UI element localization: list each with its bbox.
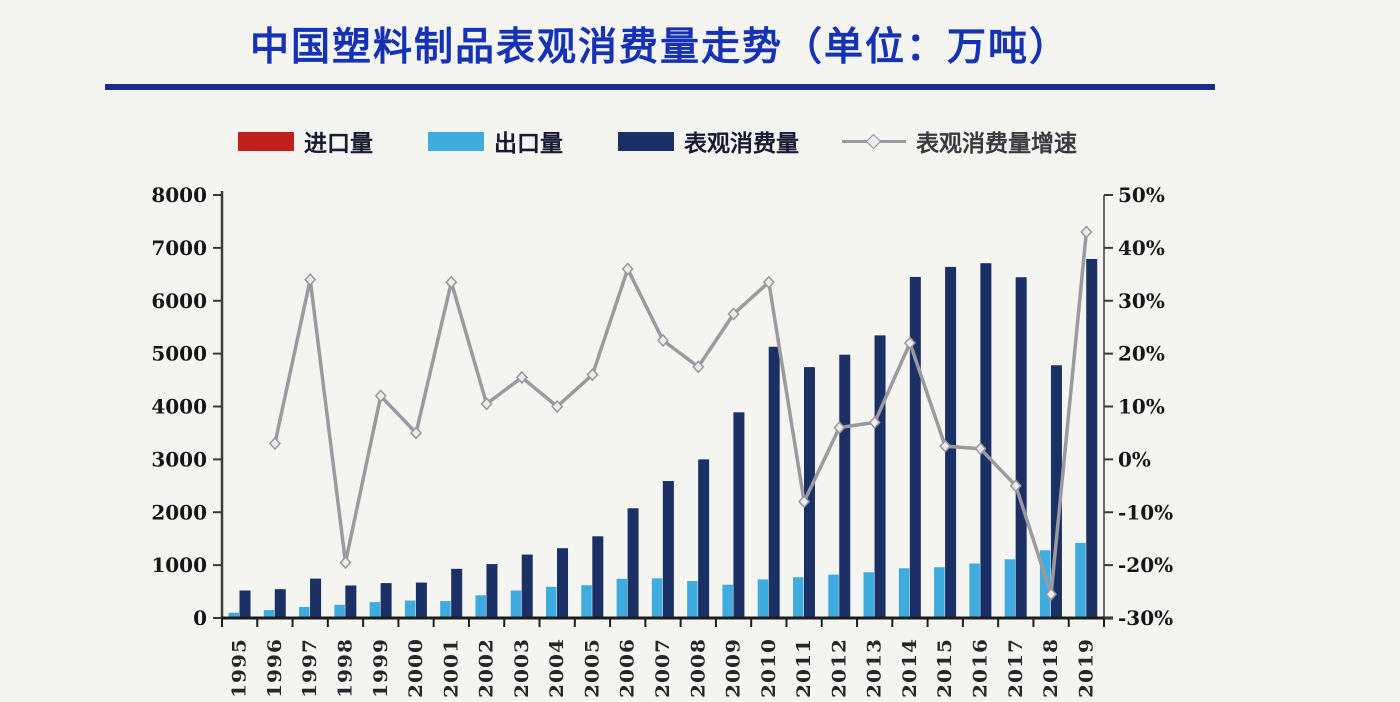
growth-line-marker-icon	[842, 132, 906, 151]
legend-item-consumption: 表观消费量	[618, 127, 799, 157]
svg-text:2015: 2015	[934, 638, 956, 698]
svg-text:1998: 1998	[334, 638, 356, 698]
svg-text:2011: 2011	[793, 638, 815, 698]
svg-text:2000: 2000	[151, 500, 207, 524]
svg-text:1996: 1996	[264, 638, 286, 698]
svg-text:8000: 8000	[151, 183, 207, 207]
svg-text:20%: 20%	[1118, 342, 1165, 366]
svg-text:2013: 2013	[864, 638, 886, 698]
page-title: 中国塑料制品表观消费量走势（单位：万吨）	[249, 25, 1070, 70]
svg-text:2019: 2019	[1075, 638, 1097, 698]
svg-text:-30%: -30%	[1118, 606, 1173, 630]
svg-text:1999: 1999	[370, 638, 392, 698]
svg-text:2005: 2005	[581, 638, 603, 698]
svg-text:10%: 10%	[1118, 395, 1165, 419]
legend-label-exports: 出口量	[494, 131, 563, 157]
svg-text:2018: 2018	[1040, 638, 1062, 698]
svg-text:3000: 3000	[151, 447, 207, 471]
svg-text:50%: 50%	[1118, 183, 1165, 207]
svg-text:2000: 2000	[405, 638, 427, 698]
svg-text:5000: 5000	[151, 342, 207, 366]
svg-text:-20%: -20%	[1118, 553, 1173, 577]
svg-text:1000: 1000	[151, 553, 207, 577]
svg-text:2001: 2001	[440, 638, 462, 698]
svg-text:2017: 2017	[1005, 638, 1027, 698]
svg-text:2003: 2003	[511, 638, 533, 698]
svg-text:2008: 2008	[687, 638, 709, 698]
svg-text:1997: 1997	[299, 638, 321, 698]
svg-text:2002: 2002	[476, 638, 498, 698]
svg-text:6000: 6000	[151, 289, 207, 313]
bars-group	[228, 258, 1098, 618]
exports-swatch-icon	[428, 131, 484, 151]
legend-item-imports: 进口量	[238, 127, 373, 157]
svg-text:2014: 2014	[899, 638, 921, 698]
svg-text:7000: 7000	[151, 236, 207, 260]
title-underline	[105, 84, 1215, 90]
imports-swatch-icon	[238, 131, 294, 151]
svg-text:40%: 40%	[1118, 236, 1165, 260]
legend-label-consumption: 表观消费量	[684, 131, 799, 157]
svg-text:4000: 4000	[151, 395, 207, 419]
svg-text:1995: 1995	[229, 638, 251, 698]
svg-text:30%: 30%	[1118, 289, 1165, 313]
svg-text:0%: 0%	[1118, 447, 1151, 471]
legend-label-imports: 进口量	[304, 131, 373, 157]
svg-text:2016: 2016	[970, 638, 992, 698]
legend-item-growth: 表观消费量增速	[842, 127, 1077, 157]
legend-label-growth: 表观消费量增速	[916, 131, 1077, 157]
svg-text:2009: 2009	[723, 638, 745, 698]
growth-line-group	[268, 225, 1093, 601]
axes-group: 0 1000 2000 3000 4000 5000 6000 7000 8000 -30% -20…	[151, 183, 1173, 698]
consumption-swatch-icon	[618, 131, 674, 151]
svg-text:2006: 2006	[617, 638, 639, 698]
svg-text:2010: 2010	[758, 638, 780, 698]
svg-text:0: 0	[193, 606, 207, 630]
svg-text:-10%: -10%	[1118, 500, 1173, 524]
svg-text:2004: 2004	[546, 638, 568, 698]
svg-text:2012: 2012	[828, 638, 850, 698]
legend-item-exports: 出口量	[428, 127, 563, 157]
svg-text:2007: 2007	[652, 638, 674, 698]
